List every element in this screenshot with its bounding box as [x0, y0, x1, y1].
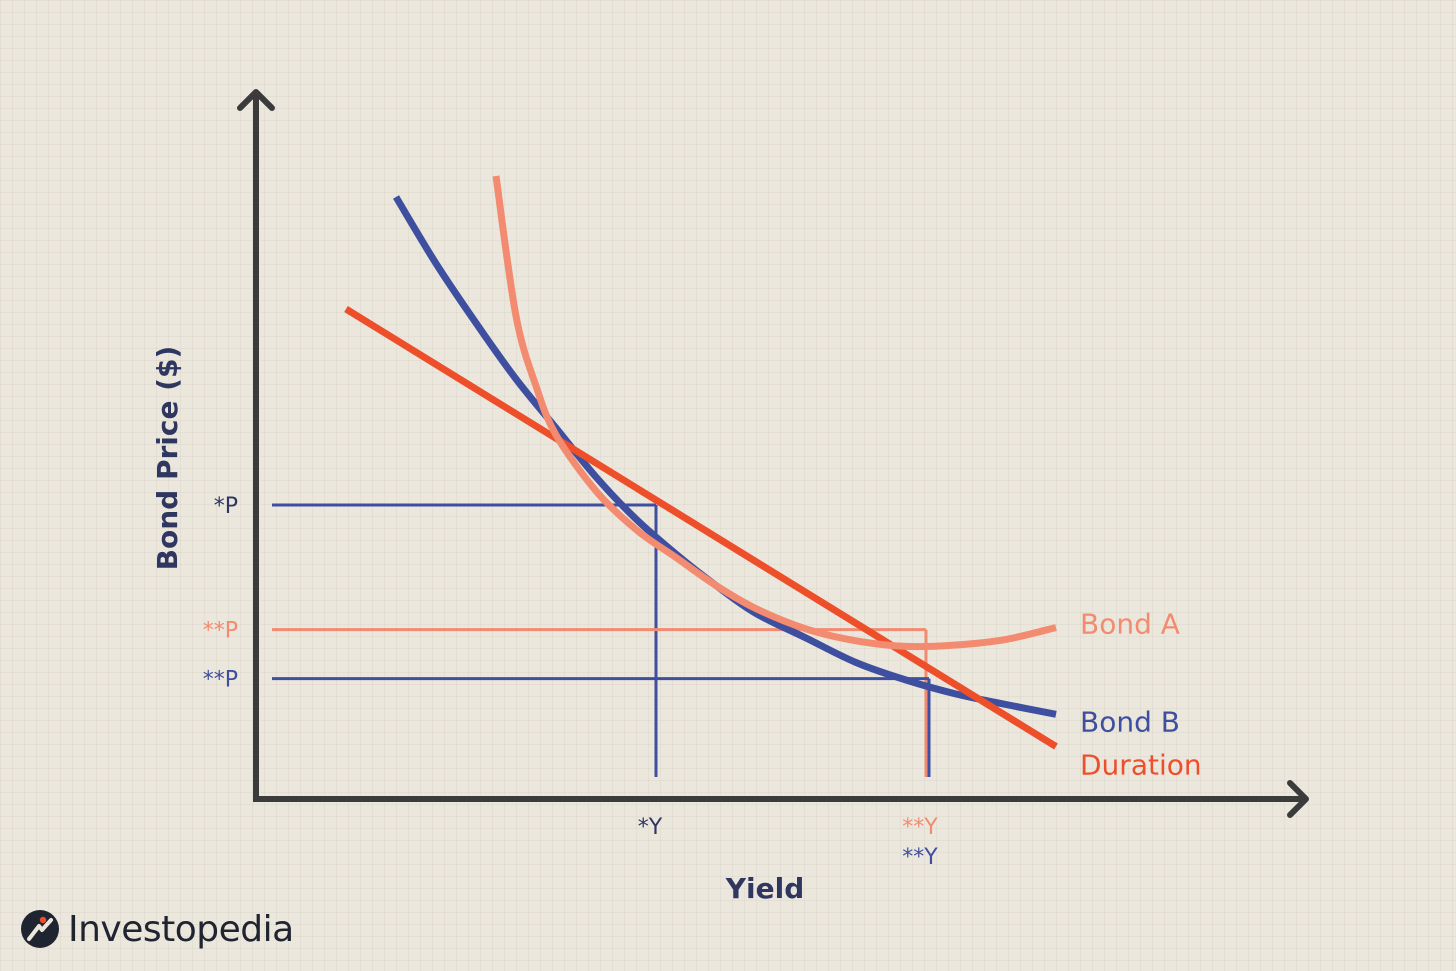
y-axis-arrow — [237, 89, 275, 111]
x-axis-arrow — [1287, 780, 1309, 818]
y-tick-label-0: *P — [214, 494, 238, 519]
series-labels: Bond A Bond B Duration — [1080, 608, 1202, 782]
series-label-bond-a: Bond A — [1080, 608, 1180, 641]
investopedia-logo-icon — [21, 910, 59, 948]
series-label-bond-b: Bond B — [1080, 705, 1180, 738]
tick-labels: *P **P **P *Y **Y **Y — [203, 494, 939, 870]
reference-lines — [272, 503, 931, 777]
y-tick-label-1: **P — [203, 619, 238, 644]
x-tick-label-0: *Y — [638, 815, 663, 840]
series-line-duration — [344, 306, 1058, 750]
x-axis-title: Yield — [725, 872, 805, 905]
y-axis-title: Bond Price ($) — [151, 346, 184, 571]
x-tick-label-1: **Y — [902, 815, 938, 840]
series-lines — [344, 175, 1058, 750]
series-line-bond-a — [492, 175, 1057, 651]
x-tick-label-2: **Y — [902, 845, 938, 870]
series-line-bond-b — [393, 195, 1057, 718]
series-label-duration: Duration — [1080, 749, 1202, 782]
brand-name: Investopedia — [68, 908, 294, 950]
y-tick-label-2: **P — [203, 668, 238, 693]
axes — [237, 89, 1309, 818]
brand: Investopedia — [20, 903, 294, 955]
